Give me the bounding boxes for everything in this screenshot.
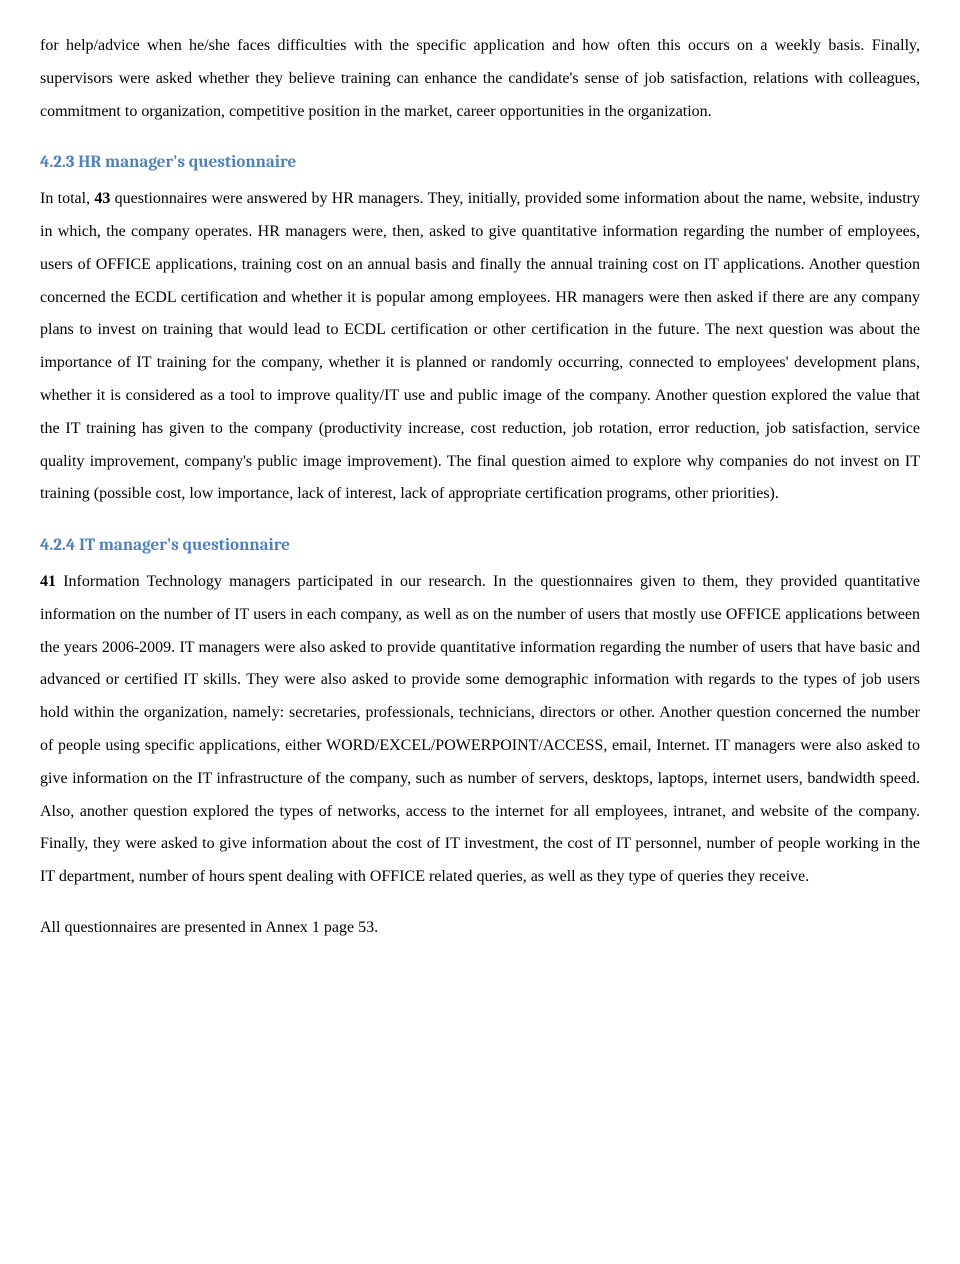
section1-prefix: In total, <box>40 190 94 207</box>
section1-suffix: questionnaires were answered by HR manag… <box>40 190 920 502</box>
closing-paragraph: All questionnaires are presented in Anne… <box>40 912 920 945</box>
section2-bold-count: 41 <box>40 573 56 590</box>
intro-paragraph: for help/advice when he/she faces diffic… <box>40 30 920 128</box>
section2-suffix: Information Technology managers particip… <box>40 573 920 885</box>
section-heading-it: 4.2.4 IT manager's questionnaire <box>40 529 920 564</box>
section-body-it: 41 Information Technology managers parti… <box>40 566 920 894</box>
section-body-hr: In total, 43 questionnaires were answere… <box>40 183 920 511</box>
section1-bold-count: 43 <box>94 190 110 207</box>
section-heading-hr: 4.2.3 HR manager's questionnaire <box>40 146 920 181</box>
